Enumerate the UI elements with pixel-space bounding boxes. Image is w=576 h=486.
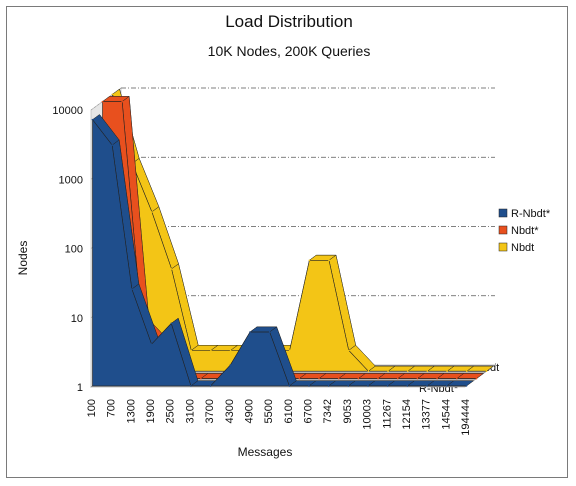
data-point — [131, 288, 133, 290]
data-point — [289, 350, 291, 352]
legend-swatch — [499, 226, 507, 234]
x-tick-label: 1300 — [125, 399, 137, 423]
data-point — [466, 385, 468, 387]
data-point — [348, 385, 350, 387]
x-tick-label: 4300 — [224, 399, 236, 423]
data-point — [210, 385, 212, 387]
x-tick-label: 194444 — [460, 399, 472, 436]
chart-title: Load Distribution — [225, 12, 353, 31]
data-point — [486, 370, 488, 372]
data-point — [397, 378, 399, 380]
chart-frame: Load Distribution 10K Nodes, 200K Querie… — [6, 6, 568, 478]
data-point — [456, 378, 458, 380]
data-point — [377, 378, 379, 380]
x-tick-label: 4900 — [243, 399, 255, 423]
plot-area: 1 10 100 1000 10000 100 700 1300 1900 2500 3100 370… — [52, 88, 495, 436]
x-axis-label: Messages — [238, 445, 293, 459]
x-tick-label: 3700 — [204, 399, 216, 423]
x-tick-label: 5500 — [263, 399, 275, 423]
x-tick-label: 12154 — [401, 399, 413, 430]
x-tick-label: 3100 — [184, 399, 196, 423]
x-tick-label: 9053 — [342, 399, 354, 423]
legend-label: R-Nbdt* — [511, 208, 551, 220]
y-tick-label: 1 — [77, 382, 83, 394]
data-point — [466, 370, 468, 372]
data-point — [407, 370, 409, 372]
chart-subtitle: 10K Nodes, 200K Queries — [208, 43, 371, 59]
x-tick-label: 7342 — [322, 399, 334, 423]
data-point — [338, 378, 340, 380]
data-point — [229, 364, 231, 366]
x-tick-label: 13377 — [421, 399, 433, 430]
data-point — [358, 378, 360, 380]
data-point — [289, 385, 291, 387]
data-point — [328, 385, 330, 387]
y-tick-label: 10 — [71, 313, 83, 325]
data-point — [249, 331, 251, 333]
data-point — [170, 323, 172, 325]
data-point — [151, 211, 153, 213]
legend-label: Nbdt* — [511, 225, 539, 237]
data-point — [318, 378, 320, 380]
data-point — [309, 259, 311, 261]
data-point — [367, 385, 369, 387]
y-tick-label: 1000 — [59, 174, 83, 186]
chart: Load Distribution 10K Nodes, 200K Querie… — [7, 7, 569, 479]
x-tick-label: 6100 — [283, 399, 295, 423]
x-tick-label: 700 — [106, 399, 118, 417]
data-point — [111, 144, 113, 146]
data-point — [348, 350, 350, 352]
data-point — [328, 259, 330, 261]
x-tick-label: 1900 — [145, 399, 157, 423]
data-point — [210, 350, 212, 352]
data-point — [299, 378, 301, 380]
data-point — [269, 331, 271, 333]
data-point — [102, 101, 104, 103]
data-point — [368, 370, 370, 372]
data-point — [121, 101, 123, 103]
data-point — [151, 343, 153, 345]
y-axis-label: Nodes — [16, 241, 30, 276]
x-tick-label: 6700 — [303, 399, 315, 423]
data-point — [417, 378, 419, 380]
data-point — [446, 385, 448, 387]
data-point — [230, 350, 232, 352]
x-tick-label: 14544 — [440, 399, 452, 430]
data-point — [426, 385, 428, 387]
data-point — [407, 385, 409, 387]
x-tick-label: 10003 — [362, 399, 374, 430]
data-point — [171, 268, 173, 270]
data-point — [92, 119, 94, 121]
data-point — [436, 378, 438, 380]
legend: R-Nbdt* Nbdt* Nbdt — [499, 208, 551, 254]
data-point — [190, 350, 192, 352]
data-point — [308, 385, 310, 387]
x-tick-label: 11267 — [381, 399, 393, 429]
y-tick-label: 100 — [65, 244, 83, 256]
data-point — [427, 370, 429, 372]
data-point — [190, 385, 192, 387]
data-point — [476, 378, 478, 380]
legend-swatch — [499, 209, 507, 217]
x-tick-label: 100 — [86, 399, 98, 417]
data-point — [387, 385, 389, 387]
legend-swatch — [499, 243, 507, 251]
data-point — [112, 93, 114, 95]
data-point — [446, 370, 448, 372]
y-tick-label: 10000 — [52, 105, 83, 117]
x-tick-label: 2500 — [165, 399, 177, 423]
legend-label: Nbdt — [511, 242, 534, 254]
data-point — [200, 378, 202, 380]
data-point — [387, 370, 389, 372]
